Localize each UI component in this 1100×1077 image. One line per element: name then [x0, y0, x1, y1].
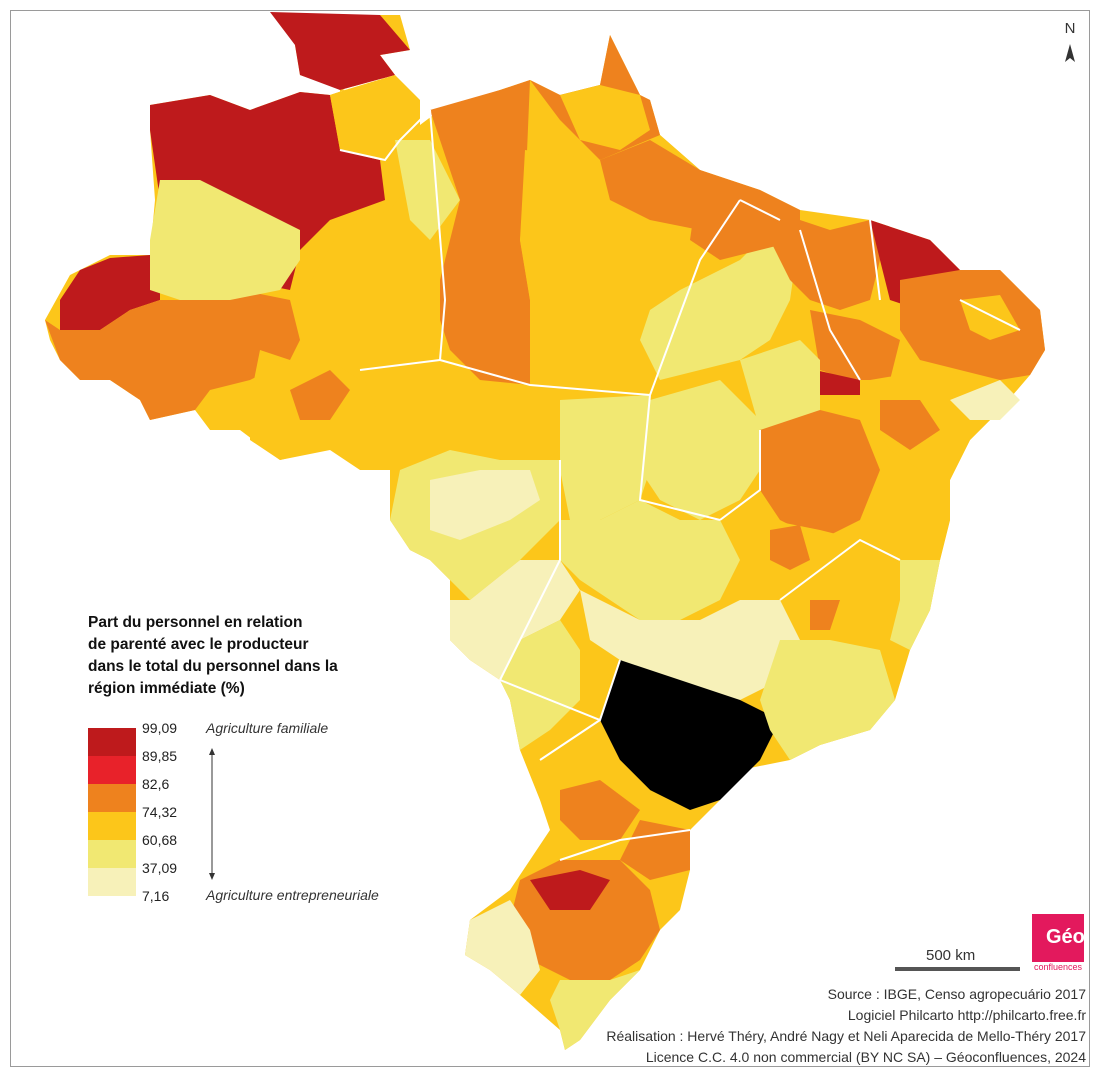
region-bahia-red-spot2	[810, 600, 840, 630]
region-rn-orange	[960, 295, 1020, 340]
legend-swatch	[88, 728, 136, 756]
region-ms-pale	[450, 560, 580, 680]
region-matogrosso-north-orange	[360, 360, 600, 470]
region-amazonas-yellow	[150, 180, 300, 300]
state-border	[719, 430, 761, 521]
region-amapa-orange	[560, 85, 650, 150]
region-pe-red	[880, 400, 940, 450]
state-border	[429, 109, 447, 361]
legend-break-value: 89,85	[142, 748, 178, 764]
legend-title-line: dans le total du personnel dans la	[88, 658, 338, 675]
legend-break-value: 82,6	[142, 776, 170, 792]
region-mg-south-yellow	[760, 640, 895, 760]
region-coast-pale	[950, 380, 1020, 420]
region-pi-dark	[815, 370, 860, 395]
region-para-west-red	[430, 80, 530, 385]
legend-title-line: Part du personnel en relation	[88, 614, 303, 631]
region-bahia-west-red	[760, 410, 880, 540]
logo-mark: Géo	[1032, 914, 1085, 962]
legend-break-value: 99,09	[142, 720, 178, 736]
region-acre-red	[45, 290, 300, 420]
credit-software: Logiciel Philcarto http://philcarto.free…	[847, 1007, 1086, 1023]
region-yellow-pocket	[395, 140, 460, 240]
region-tocantins-east-yellow	[640, 380, 760, 520]
state-border	[359, 359, 441, 371]
state-border	[638, 394, 721, 521]
region-goias-pale	[580, 590, 800, 700]
legend-swatch	[88, 784, 136, 812]
credit-source: Source : IBGE, Censo agropecuário 2017	[827, 986, 1086, 1002]
north-arrow: N	[1060, 20, 1080, 64]
region-rs-west-pale	[465, 900, 540, 995]
legend-break-value: 60,68	[142, 832, 178, 848]
geoconfluences-logo: Géo confluences	[1032, 914, 1085, 972]
region-rondonia-red	[290, 370, 350, 420]
legend-label-entrepreneurial-agriculture: Agriculture entrepreneuriale	[206, 887, 379, 903]
legend-title-line: de parenté avec le producteur	[88, 636, 309, 653]
state-border	[339, 109, 431, 162]
region-maranhao-yellow	[640, 220, 800, 380]
region-parana-red	[560, 780, 640, 840]
legend-swatch	[88, 756, 136, 784]
region-roraima-dark	[270, 12, 410, 90]
legend-title: Part du personnel en relation de parenté…	[88, 612, 348, 700]
state-border	[779, 538, 901, 601]
scale-bar	[895, 967, 1020, 971]
credit-license: Licence C.C. 4.0 non commercial (BY NC S…	[645, 1049, 1086, 1065]
state-border	[499, 460, 561, 681]
state-border	[559, 829, 691, 861]
region-west-dark	[60, 255, 160, 330]
state-border	[869, 219, 881, 301]
state-border	[439, 359, 651, 396]
logo-subtitle: confluences	[1033, 962, 1083, 972]
region-goias-yellow	[560, 500, 740, 620]
region-ceara-red	[770, 220, 880, 310]
legend-swatch	[88, 812, 136, 840]
scale-bar-label: 500 km	[926, 947, 976, 964]
legend-break-value: 7,16	[142, 888, 170, 904]
region-matogrosso-pale	[430, 470, 540, 540]
region-rs-south-yellow	[550, 970, 640, 1050]
legend-label-family-agriculture: Agriculture familiale	[206, 720, 329, 736]
legend-double-arrow-icon	[209, 748, 215, 880]
region-rs-dark	[530, 870, 610, 910]
state-border	[799, 229, 861, 381]
logo-mark-text: Géo	[1046, 926, 1085, 948]
north-letter: N	[1064, 20, 1076, 37]
state-border	[649, 199, 741, 396]
legend-title-line: région immédiate (%)	[88, 680, 245, 697]
region-pi-red	[810, 310, 900, 380]
region-roraima-orange	[330, 75, 420, 160]
region-sc-red	[620, 820, 690, 880]
region-ms-south-yellow	[500, 620, 580, 750]
state-border	[539, 719, 601, 761]
region-piaui-yellow	[740, 340, 820, 440]
region-es-yellow	[890, 560, 940, 650]
region-maranhao-coast-red	[690, 170, 800, 260]
legend-swatch	[88, 868, 136, 896]
credit-authors: Réalisation : Hervé Théry, André Nagy et…	[606, 1028, 1086, 1044]
legend-break-value: 37,09	[142, 860, 178, 876]
north-arrow-icon	[1065, 44, 1075, 62]
region-bahia-coast-orange	[870, 470, 950, 560]
legend-swatch	[88, 840, 136, 868]
region-sp-palest	[600, 660, 780, 810]
legend-swatches	[88, 728, 136, 896]
region-tocantins-yellow	[560, 395, 650, 520]
state-border	[739, 199, 781, 221]
region-bahia-red-spot	[770, 525, 810, 570]
credits: Source : IBGE, Censo agropecuário 2017 L…	[606, 984, 1086, 1068]
state-border	[959, 299, 1021, 331]
legend-break-value: 74,32	[142, 804, 178, 820]
